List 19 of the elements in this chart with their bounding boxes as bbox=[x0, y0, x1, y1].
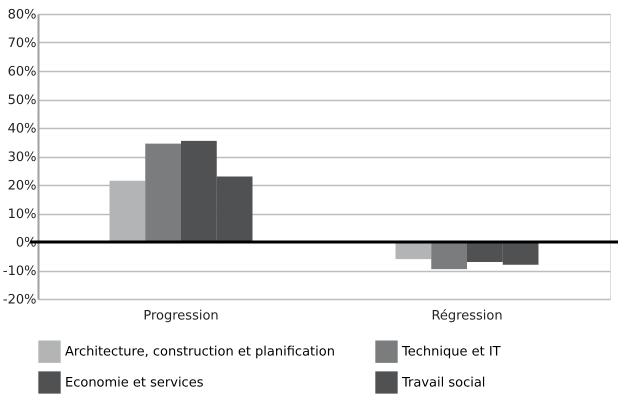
y-tick-label: -10% bbox=[2, 264, 36, 279]
y-tick-label: 60% bbox=[8, 64, 36, 80]
bar bbox=[431, 242, 467, 270]
legend-label: Economie et services bbox=[65, 376, 204, 390]
bar bbox=[145, 144, 181, 242]
legend-label: Architecture, construction et planification bbox=[65, 344, 335, 360]
y-tick-label: 20% bbox=[8, 178, 36, 194]
y-tick-label: 10% bbox=[8, 207, 36, 222]
x-tick-label: Progression bbox=[143, 308, 219, 324]
legend-label: Technique et IT bbox=[401, 344, 501, 360]
y-tick-label: 80% bbox=[8, 8, 36, 22]
bar bbox=[396, 242, 432, 260]
x-tick-label: Régression bbox=[431, 308, 503, 324]
y-tick-label: 70% bbox=[8, 36, 36, 51]
y-tick-label: 30% bbox=[8, 150, 36, 165]
y-tick-label: -20% bbox=[2, 292, 36, 308]
y-tick-label: 40% bbox=[8, 122, 36, 136]
legend-label: Travail social bbox=[401, 376, 486, 390]
y-tick-label: 50% bbox=[8, 93, 36, 108]
